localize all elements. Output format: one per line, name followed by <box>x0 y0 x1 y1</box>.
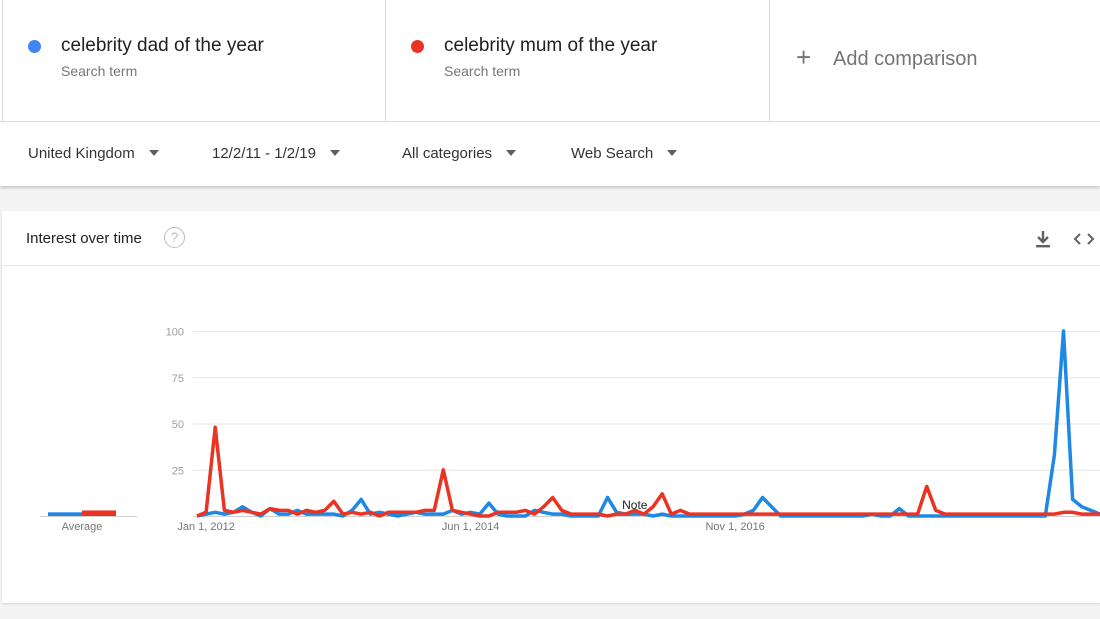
plus-icon: + <box>796 42 812 72</box>
interest-over-time-card: Interest over time ? <box>2 211 1100 603</box>
date-range-dropdown[interactable]: 12/2/11 - 1/2/19 <box>212 145 340 162</box>
card-title: Interest over time <box>26 230 142 247</box>
region-label: United Kingdom <box>28 145 135 162</box>
chevron-down-icon <box>506 150 517 157</box>
average-label: Average <box>62 521 103 533</box>
search-term-card-2[interactable]: celebrity mum of the year Search term <box>386 0 770 121</box>
add-comparison-button[interactable]: + Add comparison <box>770 0 1100 121</box>
x-tick-label: Jun 1, 2014 <box>442 521 500 533</box>
category-dropdown[interactable]: All categories <box>402 145 517 162</box>
search-term-name[interactable]: celebrity dad of the year <box>61 35 264 56</box>
chevron-down-icon <box>148 150 159 157</box>
date-range-label: 12/2/11 - 1/2/19 <box>212 145 316 162</box>
y-tick-label: 100 <box>166 327 184 339</box>
region-dropdown[interactable]: United Kingdom <box>28 145 159 162</box>
embed-code-icon[interactable] <box>1072 229 1096 249</box>
y-tick-label: 25 <box>172 465 184 477</box>
x-tick-label: Jan 1, 2012 <box>177 521 235 533</box>
note-annotation: Note <box>622 498 648 512</box>
chevron-down-icon <box>667 150 678 157</box>
series-color-dot <box>411 40 424 53</box>
average-bar <box>48 512 82 516</box>
y-tick-label: 75 <box>172 373 184 385</box>
download-icon[interactable] <box>1033 229 1053 249</box>
series-line <box>196 425 1100 518</box>
x-tick-label: Nov 1, 2016 <box>705 521 764 533</box>
series-color-dot <box>28 40 41 53</box>
chevron-down-icon <box>329 150 340 157</box>
search-term-type: Search term <box>61 63 138 79</box>
category-label: All categories <box>402 145 493 162</box>
y-tick-label: 50 <box>172 419 184 431</box>
card-header: Interest over time ? <box>2 211 1100 266</box>
add-comparison-label: Add comparison <box>833 48 978 70</box>
help-icon[interactable]: ? <box>164 227 185 248</box>
search-term-name[interactable]: celebrity mum of the year <box>444 35 658 56</box>
average-bar <box>82 510 116 516</box>
filter-bar: United Kingdom 12/2/11 - 1/2/19 All cate… <box>0 122 1100 186</box>
search-term-type: Search term <box>444 63 521 79</box>
search-term-card-1[interactable]: celebrity dad of the year Search term <box>2 0 386 121</box>
search-property-label: Web Search <box>571 145 654 162</box>
comparison-bar: celebrity dad of the year Search term ce… <box>0 0 1100 122</box>
search-property-dropdown[interactable]: Web Search <box>571 145 678 162</box>
